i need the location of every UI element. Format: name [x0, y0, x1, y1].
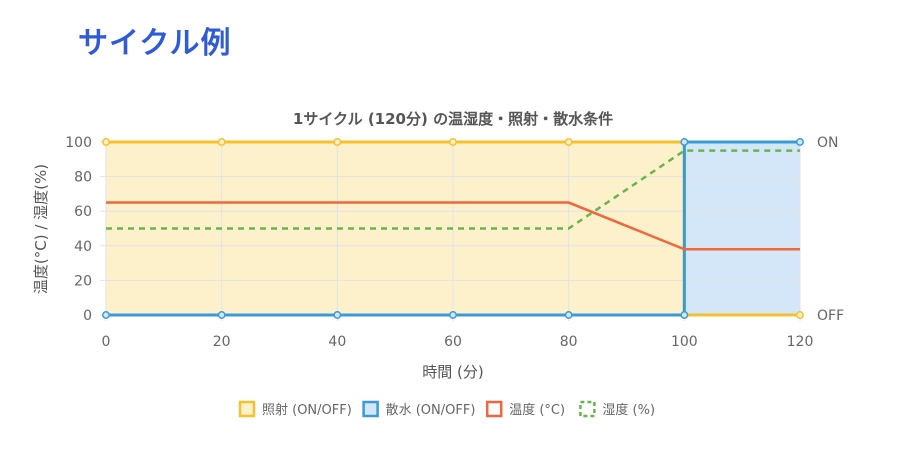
series-point-0 — [333, 138, 342, 146]
y-tick-label: 60 — [74, 204, 92, 220]
legend-label-2: 温度 (°C) — [509, 402, 565, 418]
x-axis-label: 時間 (分) — [422, 363, 483, 381]
series-line-1 — [106, 140, 800, 317]
y-tick-label: 40 — [74, 239, 92, 255]
series-point-1 — [680, 311, 689, 319]
x-tick-label: 120 — [787, 334, 814, 350]
series-point-1 — [333, 311, 342, 319]
series-point-1 — [217, 311, 226, 319]
x-tick-label: 100 — [671, 334, 698, 350]
x-tick-label: 0 — [102, 334, 111, 350]
series-point-1 — [680, 138, 689, 146]
x-tick-label: 80 — [560, 334, 578, 350]
series-line-3 — [106, 149, 800, 230]
series-point-0 — [102, 138, 110, 146]
legend-label-1: 散水 (ON/OFF) — [386, 403, 476, 418]
y-tick-label: 80 — [74, 170, 92, 186]
legend-label-3: 湿度 (%) — [602, 402, 655, 418]
series-point-1 — [564, 311, 573, 319]
legend-swatch-2 — [485, 400, 503, 418]
series-point-1 — [796, 138, 804, 146]
legend-swatch-1 — [362, 400, 379, 418]
legend-swatch-3 — [579, 400, 596, 418]
y-tick-label: 20 — [74, 273, 92, 289]
y2-tick-label: OFF — [817, 308, 844, 324]
series-point-0 — [564, 138, 573, 146]
legend-swatch-0 — [238, 400, 256, 418]
chart-title: 1サイクル (120分) の温湿度・照射・散水条件 — [293, 110, 613, 128]
series-area-1 — [106, 142, 800, 315]
series-point-1 — [449, 311, 457, 319]
series-line-2 — [106, 201, 800, 251]
x-tick-label: 40 — [328, 334, 346, 350]
series-point-0 — [796, 311, 804, 319]
y-tick-label: 0 — [83, 308, 92, 324]
series-point-0 — [217, 138, 226, 146]
x-tick-label: 60 — [444, 334, 462, 350]
series-point-1 — [102, 311, 110, 319]
y2-tick-label: ON — [817, 135, 839, 151]
legend-label-0: 照射 (ON/OFF) — [262, 402, 352, 418]
page-title: サイクル例 — [78, 26, 232, 61]
x-tick-label: 20 — [213, 334, 231, 350]
y-axis-label: 温度(°C) / 湿度(%) — [32, 164, 50, 294]
series-point-0 — [449, 138, 457, 146]
y-tick-label: 100 — [65, 135, 92, 151]
